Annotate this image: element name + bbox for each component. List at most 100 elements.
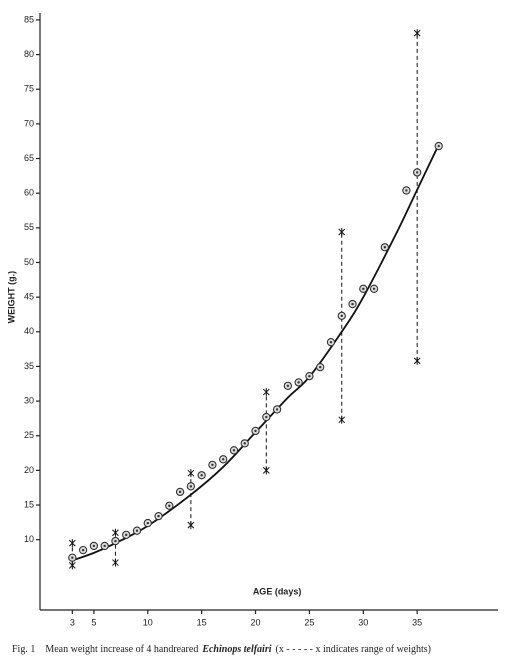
point-dot xyxy=(92,544,96,548)
y-tick-label: 45 xyxy=(24,292,34,302)
data-point xyxy=(122,530,131,539)
point-dot xyxy=(71,556,74,559)
data-point xyxy=(89,541,99,551)
caption-text: Mean weight increase of 4 handreared xyxy=(45,644,198,655)
point-dot xyxy=(372,287,376,291)
x-tick-label: 35 xyxy=(412,617,422,627)
range-end xyxy=(262,388,270,397)
data-point xyxy=(337,311,346,321)
point-dot xyxy=(340,314,343,318)
y-tick-label: 20 xyxy=(24,465,34,475)
point-dot xyxy=(415,171,419,174)
point-dot xyxy=(437,144,440,148)
data-point xyxy=(380,243,389,252)
data-point xyxy=(294,378,303,387)
data-point xyxy=(175,487,185,497)
y-axis-label: WEIGHT (g.) xyxy=(6,271,16,324)
range-end xyxy=(338,415,346,424)
data-point xyxy=(229,446,239,455)
data-point xyxy=(348,299,357,309)
point-dot xyxy=(297,381,300,384)
y-tick-label: 80 xyxy=(24,49,34,59)
y-tick-label: 70 xyxy=(24,118,34,128)
range-end xyxy=(68,539,76,548)
x-tick-label: 30 xyxy=(358,617,368,627)
data-point xyxy=(359,284,368,293)
y-tick-label: 40 xyxy=(24,326,34,336)
data-point xyxy=(208,460,217,470)
caption-lead: Fig. 1 xyxy=(12,644,35,655)
point-dot xyxy=(103,544,106,548)
data-point xyxy=(68,553,77,562)
point-dot xyxy=(125,533,128,537)
data-point xyxy=(197,471,206,480)
range-end xyxy=(262,466,270,475)
y-tick-label: 60 xyxy=(24,188,34,198)
point-dot xyxy=(275,408,279,411)
y-tick-label: 65 xyxy=(24,153,34,163)
x-tick-label: 3 xyxy=(70,617,75,627)
point-dot xyxy=(222,458,225,461)
x-tick-label: 20 xyxy=(251,617,261,627)
range-end xyxy=(338,227,346,236)
x-tick-label: 15 xyxy=(197,617,207,627)
point-dot xyxy=(178,490,182,494)
y-tick-label: 30 xyxy=(24,395,34,405)
data-point xyxy=(154,511,163,521)
point-dot xyxy=(146,521,149,525)
point-dot xyxy=(362,287,365,291)
point-dot xyxy=(405,189,408,192)
caption-species: Echinops telfairi xyxy=(201,644,271,655)
point-dot xyxy=(81,548,85,552)
data-point xyxy=(78,545,88,555)
point-dot xyxy=(286,384,290,388)
data-point xyxy=(165,501,174,510)
point-dot xyxy=(200,474,203,477)
range-end xyxy=(187,521,195,530)
data-point xyxy=(100,541,109,551)
data-point xyxy=(305,371,314,381)
data-point xyxy=(111,536,120,546)
data-point xyxy=(402,186,411,195)
data-point xyxy=(283,381,293,390)
point-dot xyxy=(329,340,333,344)
x-axis-label: AGE (days) xyxy=(253,586,302,596)
range-end xyxy=(187,469,195,478)
y-tick-label: 10 xyxy=(24,534,34,544)
y-tick-label: 35 xyxy=(24,361,34,371)
caption-note: (x - - - - - x indicates range of weight… xyxy=(276,644,432,655)
y-tick-label: 50 xyxy=(24,257,34,267)
y-tick-label: 15 xyxy=(24,499,34,509)
point-dot xyxy=(254,429,257,433)
data-point xyxy=(434,141,443,151)
caption: Fig. 1 Mean weight increase of 4 handrear… xyxy=(12,644,431,655)
point-dot xyxy=(383,246,387,249)
range-end xyxy=(413,29,421,38)
data-point xyxy=(132,526,142,535)
data-point xyxy=(316,362,325,372)
point-dot xyxy=(157,514,160,518)
point-dot xyxy=(351,302,354,306)
data-point xyxy=(369,284,379,293)
x-tick-label: 10 xyxy=(143,617,153,627)
y-tick-label: 85 xyxy=(24,14,34,24)
y-tick-label: 55 xyxy=(24,222,34,232)
point-dot xyxy=(189,485,193,488)
point-dot xyxy=(232,449,236,452)
data-point xyxy=(143,518,152,528)
y-tick-label: 25 xyxy=(24,430,34,440)
data-point xyxy=(186,482,196,491)
point-dot xyxy=(211,463,214,467)
point-dot xyxy=(135,529,139,532)
data-point xyxy=(272,405,282,414)
x-tick-label: 25 xyxy=(304,617,314,627)
point-dot xyxy=(265,415,268,419)
fit-curve xyxy=(72,144,440,562)
point-dot xyxy=(114,539,117,543)
range-end xyxy=(112,558,119,567)
y-tick-label: 75 xyxy=(24,84,34,94)
data-point xyxy=(326,338,336,347)
data-point xyxy=(251,426,260,436)
data-point xyxy=(413,168,422,177)
